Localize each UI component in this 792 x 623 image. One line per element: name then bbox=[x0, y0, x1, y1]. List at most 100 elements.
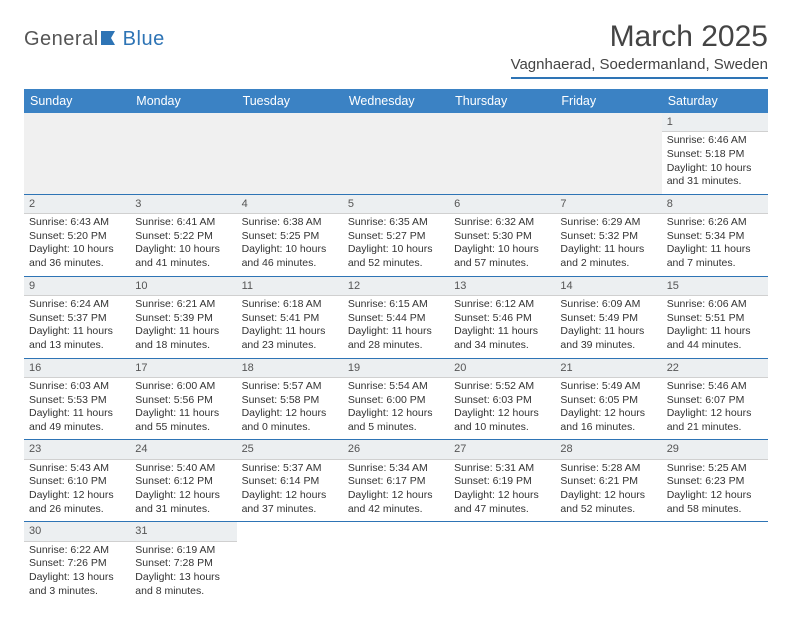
sunrise-text: Sunrise: 5:54 AM bbox=[348, 380, 444, 394]
daylight-text: Daylight: 13 hours and 3 minutes. bbox=[29, 571, 125, 598]
calendar-cell: 2Sunrise: 6:43 AMSunset: 5:20 PMDaylight… bbox=[24, 194, 130, 276]
calendar-row: 16Sunrise: 6:03 AMSunset: 5:53 PMDayligh… bbox=[24, 358, 768, 440]
calendar-cell: 10Sunrise: 6:21 AMSunset: 5:39 PMDayligh… bbox=[130, 276, 236, 358]
calendar-cell bbox=[343, 113, 449, 194]
page-header: GeneralBlue March 2025 Vagnhaerad, Soede… bbox=[24, 20, 768, 79]
day-number: 5 bbox=[343, 195, 449, 214]
calendar-cell: 5Sunrise: 6:35 AMSunset: 5:27 PMDaylight… bbox=[343, 194, 449, 276]
sunset-text: Sunset: 5:27 PM bbox=[348, 230, 444, 244]
calendar-cell bbox=[662, 522, 768, 603]
daylight-text: Daylight: 10 hours and 57 minutes. bbox=[454, 243, 550, 270]
day-number: 6 bbox=[449, 195, 555, 214]
sunset-text: Sunset: 5:44 PM bbox=[348, 312, 444, 326]
sunrise-text: Sunrise: 6:06 AM bbox=[667, 298, 763, 312]
sunset-text: Sunset: 6:10 PM bbox=[29, 475, 125, 489]
dayname-mon: Monday bbox=[130, 89, 236, 113]
sunrise-text: Sunrise: 6:41 AM bbox=[135, 216, 231, 230]
calendar-head: Sunday Monday Tuesday Wednesday Thursday… bbox=[24, 89, 768, 113]
sunrise-text: Sunrise: 5:34 AM bbox=[348, 462, 444, 476]
day-number: 21 bbox=[555, 359, 661, 378]
sunset-text: Sunset: 6:03 PM bbox=[454, 394, 550, 408]
day-number: 1 bbox=[662, 113, 768, 132]
sunset-text: Sunset: 7:28 PM bbox=[135, 557, 231, 571]
daylight-text: Daylight: 10 hours and 41 minutes. bbox=[135, 243, 231, 270]
calendar-cell: 22Sunrise: 5:46 AMSunset: 6:07 PMDayligh… bbox=[662, 358, 768, 440]
daylight-text: Daylight: 12 hours and 47 minutes. bbox=[454, 489, 550, 516]
calendar-cell bbox=[449, 522, 555, 603]
daylight-text: Daylight: 10 hours and 31 minutes. bbox=[667, 162, 763, 189]
sunrise-text: Sunrise: 5:43 AM bbox=[29, 462, 125, 476]
calendar-cell: 4Sunrise: 6:38 AMSunset: 5:25 PMDaylight… bbox=[237, 194, 343, 276]
sunrise-text: Sunrise: 6:32 AM bbox=[454, 216, 550, 230]
sunset-text: Sunset: 5:32 PM bbox=[560, 230, 656, 244]
daylight-text: Daylight: 11 hours and 7 minutes. bbox=[667, 243, 763, 270]
sunrise-text: Sunrise: 5:40 AM bbox=[135, 462, 231, 476]
calendar-cell: 8Sunrise: 6:26 AMSunset: 5:34 PMDaylight… bbox=[662, 194, 768, 276]
dayname-sat: Saturday bbox=[662, 89, 768, 113]
calendar-cell: 9Sunrise: 6:24 AMSunset: 5:37 PMDaylight… bbox=[24, 276, 130, 358]
sunset-text: Sunset: 6:21 PM bbox=[560, 475, 656, 489]
calendar-cell: 26Sunrise: 5:34 AMSunset: 6:17 PMDayligh… bbox=[343, 440, 449, 522]
daylight-text: Daylight: 12 hours and 31 minutes. bbox=[135, 489, 231, 516]
calendar-cell: 18Sunrise: 5:57 AMSunset: 5:58 PMDayligh… bbox=[237, 358, 343, 440]
flag-icon bbox=[101, 28, 121, 51]
daylight-text: Daylight: 11 hours and 18 minutes. bbox=[135, 325, 231, 352]
sunrise-text: Sunrise: 5:28 AM bbox=[560, 462, 656, 476]
daylight-text: Daylight: 12 hours and 26 minutes. bbox=[29, 489, 125, 516]
calendar-cell: 17Sunrise: 6:00 AMSunset: 5:56 PMDayligh… bbox=[130, 358, 236, 440]
sunset-text: Sunset: 5:46 PM bbox=[454, 312, 550, 326]
daylight-text: Daylight: 11 hours and 28 minutes. bbox=[348, 325, 444, 352]
day-number: 19 bbox=[343, 359, 449, 378]
day-number: 15 bbox=[662, 277, 768, 296]
calendar-cell: 13Sunrise: 6:12 AMSunset: 5:46 PMDayligh… bbox=[449, 276, 555, 358]
calendar-cell bbox=[343, 522, 449, 603]
sunset-text: Sunset: 5:18 PM bbox=[667, 148, 763, 162]
daylight-text: Daylight: 11 hours and 49 minutes. bbox=[29, 407, 125, 434]
day-number: 7 bbox=[555, 195, 661, 214]
calendar-cell: 16Sunrise: 6:03 AMSunset: 5:53 PMDayligh… bbox=[24, 358, 130, 440]
day-number: 28 bbox=[555, 440, 661, 459]
calendar-cell: 12Sunrise: 6:15 AMSunset: 5:44 PMDayligh… bbox=[343, 276, 449, 358]
brand-text: GeneralBlue bbox=[24, 28, 165, 51]
sunrise-text: Sunrise: 5:52 AM bbox=[454, 380, 550, 394]
daylight-text: Daylight: 12 hours and 21 minutes. bbox=[667, 407, 763, 434]
sunrise-text: Sunrise: 5:49 AM bbox=[560, 380, 656, 394]
daylight-text: Daylight: 11 hours and 55 minutes. bbox=[135, 407, 231, 434]
daylight-text: Daylight: 10 hours and 36 minutes. bbox=[29, 243, 125, 270]
day-number: 3 bbox=[130, 195, 236, 214]
sunset-text: Sunset: 5:39 PM bbox=[135, 312, 231, 326]
month-title: March 2025 bbox=[511, 20, 768, 54]
sunset-text: Sunset: 6:12 PM bbox=[135, 475, 231, 489]
dayname-row: Sunday Monday Tuesday Wednesday Thursday… bbox=[24, 89, 768, 113]
sunrise-text: Sunrise: 6:22 AM bbox=[29, 544, 125, 558]
daylight-text: Daylight: 10 hours and 46 minutes. bbox=[242, 243, 338, 270]
calendar-cell bbox=[24, 113, 130, 194]
sunset-text: Sunset: 5:56 PM bbox=[135, 394, 231, 408]
brand-part2: Blue bbox=[123, 28, 165, 50]
daylight-text: Daylight: 11 hours and 23 minutes. bbox=[242, 325, 338, 352]
location-text: Vagnhaerad, Soedermanland, Sweden bbox=[511, 56, 768, 79]
calendar-cell: 11Sunrise: 6:18 AMSunset: 5:41 PMDayligh… bbox=[237, 276, 343, 358]
calendar-table: Sunday Monday Tuesday Wednesday Thursday… bbox=[24, 89, 768, 603]
sunrise-text: Sunrise: 6:46 AM bbox=[667, 134, 763, 148]
sunrise-text: Sunrise: 6:15 AM bbox=[348, 298, 444, 312]
daylight-text: Daylight: 12 hours and 10 minutes. bbox=[454, 407, 550, 434]
day-number: 11 bbox=[237, 277, 343, 296]
day-number: 25 bbox=[237, 440, 343, 459]
sunrise-text: Sunrise: 6:00 AM bbox=[135, 380, 231, 394]
daylight-text: Daylight: 11 hours and 34 minutes. bbox=[454, 325, 550, 352]
sunrise-text: Sunrise: 6:18 AM bbox=[242, 298, 338, 312]
calendar-row: 9Sunrise: 6:24 AMSunset: 5:37 PMDaylight… bbox=[24, 276, 768, 358]
calendar-cell: 14Sunrise: 6:09 AMSunset: 5:49 PMDayligh… bbox=[555, 276, 661, 358]
day-number: 24 bbox=[130, 440, 236, 459]
calendar-cell: 27Sunrise: 5:31 AMSunset: 6:19 PMDayligh… bbox=[449, 440, 555, 522]
dayname-thu: Thursday bbox=[449, 89, 555, 113]
sunset-text: Sunset: 6:00 PM bbox=[348, 394, 444, 408]
sunrise-text: Sunrise: 6:09 AM bbox=[560, 298, 656, 312]
calendar-cell: 28Sunrise: 5:28 AMSunset: 6:21 PMDayligh… bbox=[555, 440, 661, 522]
calendar-cell bbox=[555, 522, 661, 603]
sunrise-text: Sunrise: 5:25 AM bbox=[667, 462, 763, 476]
calendar-cell: 15Sunrise: 6:06 AMSunset: 5:51 PMDayligh… bbox=[662, 276, 768, 358]
calendar-cell: 30Sunrise: 6:22 AMSunset: 7:26 PMDayligh… bbox=[24, 522, 130, 603]
daylight-text: Daylight: 11 hours and 44 minutes. bbox=[667, 325, 763, 352]
